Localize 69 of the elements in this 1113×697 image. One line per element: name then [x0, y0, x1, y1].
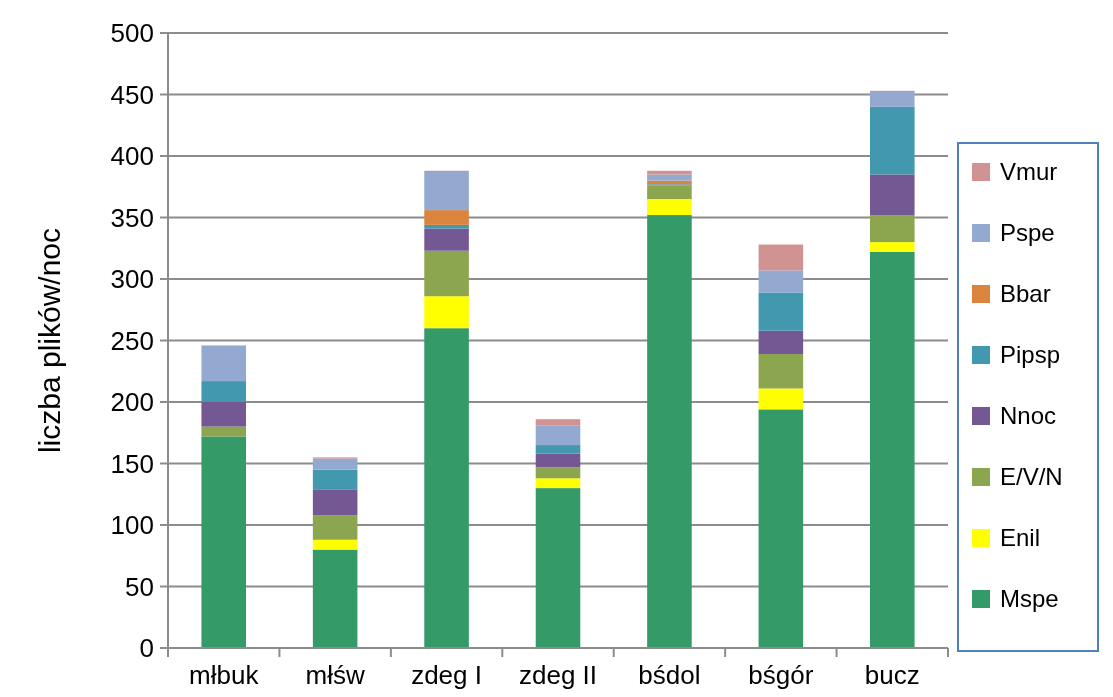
y-tick-label: 300	[110, 264, 154, 295]
bar	[424, 210, 469, 225]
y-tick-label: 50	[125, 571, 154, 602]
bar	[201, 436, 246, 648]
x-tick-label: młśw	[305, 660, 365, 690]
bar	[312, 489, 358, 516]
bar	[535, 425, 581, 446]
bar	[535, 478, 581, 489]
bar	[758, 388, 804, 410]
bar	[758, 354, 804, 389]
bar	[424, 250, 469, 297]
bar	[535, 488, 581, 648]
y-axis-title: liczba plików/noc	[33, 227, 66, 454]
bar	[758, 292, 804, 331]
bar	[201, 381, 246, 402]
bar	[312, 469, 358, 490]
bar	[312, 458, 358, 470]
bar	[870, 106, 915, 175]
bar	[424, 228, 469, 251]
bar	[535, 453, 581, 468]
bar	[424, 224, 469, 229]
bar	[424, 296, 469, 329]
legend-label: Enil	[1000, 524, 1041, 552]
x-tick-label: zdeg I	[411, 660, 482, 690]
bar	[535, 419, 581, 426]
y-tick-label: 400	[110, 141, 154, 172]
bar	[647, 199, 692, 216]
bar	[758, 244, 804, 271]
y-tick-label: 500	[110, 18, 154, 49]
x-tick-label: zdeg II	[518, 660, 598, 690]
legend-label: Nnoc	[1000, 402, 1057, 430]
bar	[312, 549, 358, 648]
bar	[870, 92, 915, 107]
y-tick-label: 150	[110, 448, 154, 479]
y-tick-label: 200	[110, 387, 154, 418]
bar	[870, 242, 915, 252]
bar	[758, 330, 804, 355]
x-tick-label: bśgór	[748, 660, 814, 690]
bar	[424, 171, 469, 211]
legend-label: Vmur	[1000, 158, 1058, 186]
x-tick-label: młbuk	[189, 660, 260, 690]
y-tick-label: 250	[110, 325, 154, 356]
bar	[535, 467, 581, 479]
bar	[647, 215, 692, 648]
bar	[201, 345, 246, 382]
y-tick-label: 450	[110, 79, 154, 110]
y-tick-label: 0	[139, 633, 154, 664]
legend-label: Pspe	[1000, 219, 1055, 247]
bar	[201, 402, 246, 427]
bar	[870, 251, 915, 648]
bar	[647, 185, 692, 200]
bar	[312, 515, 358, 540]
bar	[758, 409, 804, 648]
x-tick-label: bucz	[864, 660, 920, 690]
legend-label: E/V/N	[1000, 463, 1063, 491]
bar	[647, 174, 692, 181]
legend-label: Mspe	[1000, 585, 1059, 613]
bar	[424, 328, 469, 648]
bar	[870, 215, 915, 243]
legend-label: Pipsp	[1000, 341, 1061, 369]
bar	[758, 270, 804, 293]
y-tick-label: 100	[110, 510, 154, 541]
bar	[312, 539, 358, 550]
bar	[201, 426, 246, 437]
legend-label: Bbar	[1000, 280, 1051, 308]
bar	[870, 174, 915, 216]
bar	[535, 445, 581, 454]
x-tick-label: bśdol	[638, 660, 701, 690]
y-tick-label: 350	[110, 202, 154, 233]
